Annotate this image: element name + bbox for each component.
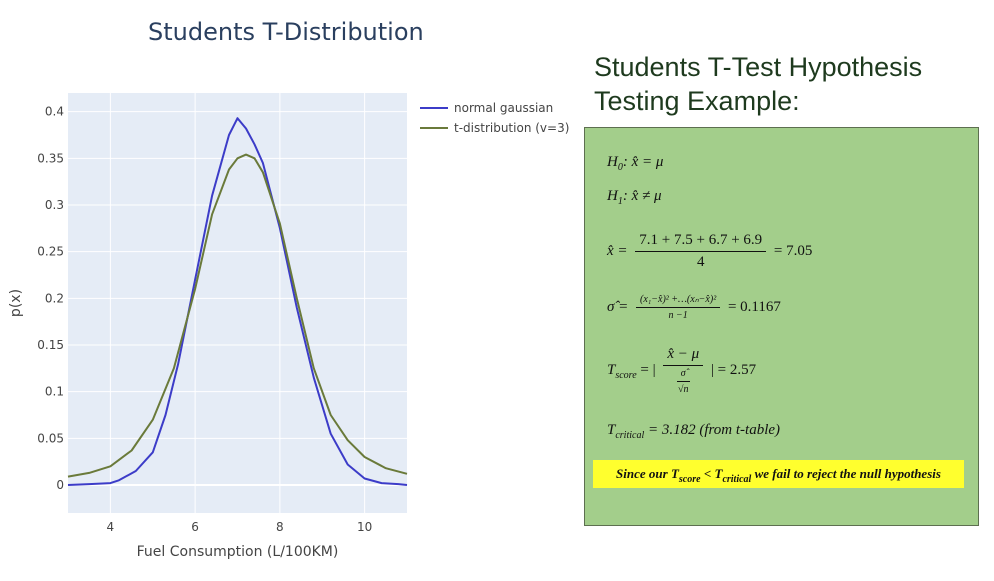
tscore-denominator: σ̂ √n xyxy=(663,366,703,395)
sample-mean-formula: x̂ = 7.1 + 7.5 + 6.7 + 6.9 4 = 7.05 xyxy=(607,232,812,271)
y-tick-label: 0.15 xyxy=(37,338,64,352)
y-tick-label: 0.25 xyxy=(37,245,64,259)
y-tick-label: 0.4 xyxy=(45,105,64,119)
conclusion-prefix: Since our xyxy=(616,466,671,481)
x-tick-label: 8 xyxy=(276,520,284,534)
panel-title-line-2: Testing Example: xyxy=(594,86,800,116)
tscore-symbol: T xyxy=(607,361,616,378)
series-line-1 xyxy=(67,117,408,486)
h0-subscript: 0 xyxy=(617,162,623,173)
t-critical-line: Tcritical = 3.182 (from t-table) xyxy=(607,422,780,441)
mean-numerator: 7.1 + 7.5 + 6.7 + 6.9 xyxy=(635,232,767,252)
conclusion-t1: T xyxy=(670,466,679,481)
tscore-inner-fraction: σ̂ √n xyxy=(676,368,690,395)
series-line-2 xyxy=(67,153,408,478)
h1-subscript: 1 xyxy=(617,196,623,207)
y-tick-label: 0 xyxy=(56,478,64,492)
t-distribution-chart: 4 6 8 10 0 0.05 0.1 0.15 0.2 0.25 0.3 0.35 0.4 Fuel C… xyxy=(8,93,569,560)
panel-title-line-1: Students T-Test Hypothesis xyxy=(594,52,923,82)
legend-label-2: t-distribution (v=3) xyxy=(454,121,569,135)
sigma-fraction: (x₁−x̂)² +…(xₙ−x̂)² n −1 xyxy=(636,294,721,321)
conclusion-t2: T xyxy=(714,466,723,481)
y-axis-title: p(x) xyxy=(8,289,24,317)
y-tick-label: 0.05 xyxy=(37,431,64,445)
tscore-equals: = | xyxy=(640,361,656,378)
tscore-subscript: score xyxy=(615,369,637,381)
tscore-sqrt-n: √n xyxy=(678,384,689,395)
mean-result: = 7.05 xyxy=(773,242,813,259)
x-tick-label: 6 xyxy=(191,520,199,534)
tcrit-value: = 3.182 (from t-table) xyxy=(647,422,781,438)
alternative-hypothesis: H1: x̂ ≠ μ xyxy=(607,188,662,207)
t-score-formula: Tscore = | x̂ − μ σ̂ √n | = 2.57 xyxy=(607,346,756,395)
h1-symbol: H xyxy=(607,188,618,204)
sigma-numerator: (x₁−x̂)² +…(xₙ−x̂)² xyxy=(636,294,721,308)
sigma-result: = 0.1167 xyxy=(727,298,781,315)
tcrit-subscript: critical xyxy=(615,430,645,441)
std-formula: σ̂ = (x₁−x̂)² +…(xₙ−x̂)² n −1 = 0.1167 xyxy=(607,294,781,321)
conclusion-sub1: score xyxy=(678,474,701,485)
tscore-sigma: σ̂ xyxy=(676,368,690,382)
tcrit-symbol: T xyxy=(607,422,616,438)
h0-symbol: H xyxy=(607,154,618,170)
x-axis-title: Fuel Consumption (L/100KM) xyxy=(137,544,339,560)
null-hypothesis: H0: x̂ = μ xyxy=(607,154,663,173)
panel-title: Students T-Test Hypothesis Testing Examp… xyxy=(594,50,974,118)
chart-title: Students T-Distribution xyxy=(148,18,424,46)
conclusion-highlight: Since our Tscore < Tcritical we fail to … xyxy=(593,460,964,488)
conclusion-suffix: we fail to reject the null hypothesis xyxy=(751,466,941,481)
tscore-result: | = 2.57 xyxy=(710,361,757,378)
x-tick-label: 10 xyxy=(357,520,372,534)
h1-expression: : x̂ ≠ μ xyxy=(622,188,662,204)
legend-label-1: normal gaussian xyxy=(454,101,553,115)
conclusion-lt: < xyxy=(700,466,715,481)
sigma-denominator: n −1 xyxy=(668,310,688,321)
x-tick-label: 4 xyxy=(107,520,115,534)
conclusion-sub2: critical xyxy=(722,474,752,485)
y-tick-label: 0.3 xyxy=(45,198,64,212)
h0-expression: : x̂ = μ xyxy=(622,154,664,170)
y-tick-label: 0.2 xyxy=(45,291,64,305)
tscore-numerator: x̂ − μ xyxy=(663,346,704,366)
y-tick-label: 0.35 xyxy=(37,151,64,165)
mean-lhs: x̂ = xyxy=(607,242,628,259)
hypothesis-example-box: H0: x̂ = μ H1: x̂ ≠ μ x̂ = 7.1 + 7.5 + 6… xyxy=(584,127,979,526)
mean-denominator: 4 xyxy=(696,254,705,270)
sigma-lhs: σ̂ = xyxy=(607,298,629,315)
mean-fraction: 7.1 + 7.5 + 6.7 + 6.9 4 xyxy=(635,232,767,271)
y-tick-label: 0.1 xyxy=(45,385,64,399)
tscore-fraction: x̂ − μ σ̂ √n xyxy=(663,346,704,395)
